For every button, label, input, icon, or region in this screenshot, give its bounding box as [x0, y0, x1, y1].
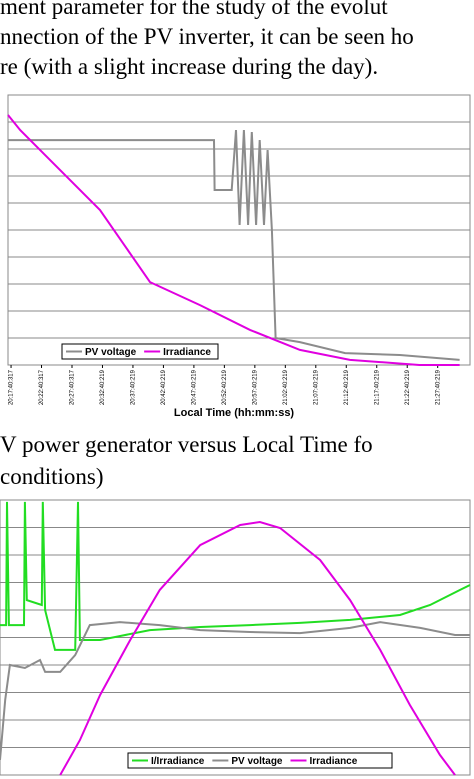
x-tick-label: 21:12:40:219	[344, 369, 350, 405]
x-tick-label: 20:32:40:219	[100, 369, 106, 405]
data-line	[0, 501, 471, 651]
data-line	[59, 520, 456, 776]
data-line	[0, 621, 470, 760]
x-tick-label: 20:22:40:317	[39, 369, 45, 405]
chart: 20:17:40:317 20:22:40:317 20:27:40:317 20:3…	[7, 94, 471, 419]
legend-label: I/Irradiance	[151, 756, 205, 767]
legend-box	[127, 752, 393, 769]
caption-line: V power generator versus Local Time fo	[0, 432, 373, 457]
caption-line: conditions)	[0, 464, 104, 489]
x-tick-label: 21:22:40:219	[405, 369, 411, 405]
legend-label: Irradiance	[310, 756, 358, 767]
legend-label: Irradiance	[163, 347, 211, 358]
x-tick-label: 20:27:40:317	[70, 369, 76, 405]
x-tick-label: 20:57:40:219	[252, 369, 258, 405]
body-line: re (with a slight increase during the da…	[0, 54, 378, 79]
x-tick-label: 20:42:40:219	[161, 369, 167, 405]
x-tick-label: 20:37:40:219	[131, 369, 137, 405]
x-tick-label: 21:27:40:219	[435, 369, 441, 405]
body-line: ment parameter for the study of the evol…	[0, 0, 388, 19]
x-tick-label: 21:07:40:219	[313, 369, 319, 405]
x-tick-label: 20:17:40:317	[9, 369, 15, 405]
legend-label: PV voltage	[85, 347, 137, 358]
data-line	[8, 130, 460, 361]
x-tick-label: 21:02:40:219	[283, 369, 289, 405]
chart: I/Irradiance PV voltage Irradiance	[0, 499, 471, 776]
x-axis-title: Local Time (hh:mm:ss)	[174, 407, 295, 419]
data-line	[7, 114, 460, 366]
legend-box	[61, 343, 219, 360]
legend-label: PV voltage	[231, 756, 283, 767]
x-tick-label: 20:47:40:219	[191, 369, 197, 405]
x-tick-label: 20:52:40:219	[222, 369, 228, 405]
body-line: nnection of the PV inverter, it can be s…	[0, 24, 414, 49]
x-tick-label: 21:17:40:219	[374, 369, 380, 405]
